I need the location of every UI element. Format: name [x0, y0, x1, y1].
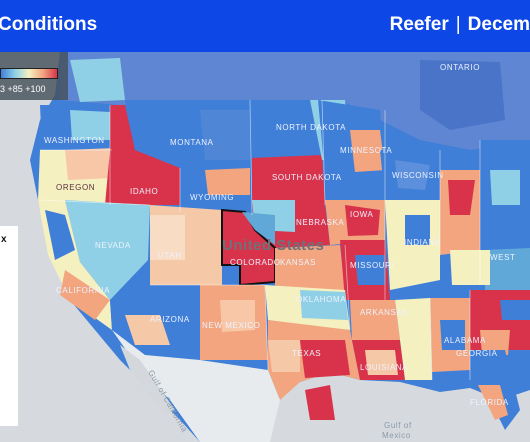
region-il-north[interactable] [405, 215, 430, 245]
label-gulf-of-mexico: Gulf of Mexico [382, 421, 415, 440]
region-wy-east[interactable] [205, 168, 250, 195]
label-minnesota: MINNESOTA [340, 146, 392, 155]
label-north-dakota: NORTH DAKOTA [276, 123, 346, 132]
gulf-of-mexico-line-2: Mexico [382, 431, 411, 440]
region-tx-east[interactable] [300, 340, 350, 378]
gulf-of-mexico-line-1: Gulf of [384, 421, 412, 430]
label-utah: UTAH [158, 251, 182, 260]
header-separator: | [455, 14, 461, 35]
label-arizona: ARIZONA [150, 315, 190, 324]
label-oklahoma: OKLAHOMA [296, 295, 346, 304]
header-filters: Reefer | Decem [390, 14, 530, 36]
region-ok-east[interactable] [300, 290, 348, 320]
label-nebraska: NEBRASKA [296, 218, 344, 227]
label-missouri: MISSOURI [350, 261, 394, 270]
label-west: WEST [490, 253, 516, 262]
region-la-central[interactable] [365, 350, 398, 375]
info-side-panel[interactable]: x [0, 226, 18, 426]
label-alabama: ALABAMA [444, 336, 486, 345]
legend-gradient-bar [0, 68, 58, 79]
region-canada[interactable] [60, 52, 530, 150]
label-new-mexico: NEW MEXICO [202, 321, 260, 330]
region-carolinas[interactable] [500, 300, 530, 320]
label-idaho: IDAHO [130, 187, 158, 196]
label-georgia: GEORGIA [456, 349, 498, 358]
region-mo-central[interactable] [355, 255, 385, 285]
region-ca-central[interactable] [60, 270, 110, 320]
period-selector[interactable]: Decem [467, 14, 530, 35]
label-washington: WASHINGTON [44, 136, 105, 145]
region-tx-west[interactable] [268, 340, 300, 372]
label-wyoming: WYOMING [190, 193, 234, 202]
label-montana: MONTANA [170, 138, 214, 147]
page-title: Conditions [0, 14, 98, 35]
label-louisiana: LOUISIANA [360, 363, 408, 372]
region-iowa-north[interactable] [345, 205, 380, 236]
label-arkansas: ARKANSAS [360, 308, 408, 317]
region-az-south[interactable] [125, 315, 170, 345]
label-south-dakota: SOUTH DAKOTA [272, 173, 342, 182]
label-nevada: NEVADA [95, 241, 131, 250]
region-tx-south[interactable] [305, 385, 335, 420]
label-indiana: INDIANA [404, 238, 441, 247]
market-conditions-map[interactable]: ONTARIO WASHINGTON MONTANA NORTH DAKOTA … [0, 52, 530, 442]
region-idaho[interactable] [105, 105, 182, 205]
label-florida: FLORIDA [470, 398, 509, 407]
label-iowa: IOWA [350, 210, 373, 219]
side-panel-text: x [1, 234, 7, 245]
region-mexico [112, 330, 280, 442]
label-california: CALIFORNIA [56, 286, 110, 295]
header-bar: Conditions Reefer | Decem [0, 0, 530, 52]
region-mississippi[interactable] [395, 298, 432, 380]
gulf-of-california-water [120, 345, 175, 415]
label-texas: TEXAS [292, 349, 321, 358]
region-south-dakota[interactable] [252, 155, 325, 205]
region-ohio-north[interactable] [490, 170, 520, 205]
region-nevada[interactable] [65, 200, 150, 300]
legend-ticks: 3 +85 +100 [0, 84, 46, 94]
region-west-virginia[interactable] [485, 248, 530, 290]
region-kansas[interactable] [275, 245, 345, 290]
label-oregon: OREGON [56, 183, 95, 192]
region-wa-east[interactable] [70, 110, 112, 140]
label-kansas: KANSAS [280, 258, 316, 267]
region-north-dakota[interactable] [250, 100, 322, 158]
label-united-states: United States [222, 237, 324, 254]
equipment-selector[interactable]: Reefer [389, 14, 449, 35]
region-fl-south[interactable] [478, 385, 508, 420]
region-montana-east[interactable] [200, 110, 250, 160]
region-bc[interactable] [70, 58, 125, 102]
state-borders [39, 99, 481, 381]
region-utah-west[interactable] [150, 215, 185, 260]
region-arkansas[interactable] [350, 300, 400, 340]
label-wisconsin: WISCONSIN [392, 171, 444, 180]
region-nm-central[interactable] [220, 300, 255, 332]
color-legend: 3 +85 +100 [0, 52, 68, 100]
label-ontario: ONTARIO [440, 63, 480, 72]
region-ca-north[interactable] [45, 210, 75, 260]
region-mn-south[interactable] [350, 130, 385, 172]
region-al-central[interactable] [440, 320, 465, 350]
region-kentucky[interactable] [450, 250, 490, 285]
region-indiana-north[interactable] [448, 180, 475, 215]
region-wi-central[interactable] [395, 160, 430, 190]
region-co-north[interactable] [242, 212, 275, 245]
region-oregon-east[interactable] [65, 148, 115, 180]
label-colorado: COLORADO [230, 258, 281, 267]
region-ontario[interactable] [420, 60, 505, 130]
region-ga-south[interactable] [480, 330, 510, 355]
